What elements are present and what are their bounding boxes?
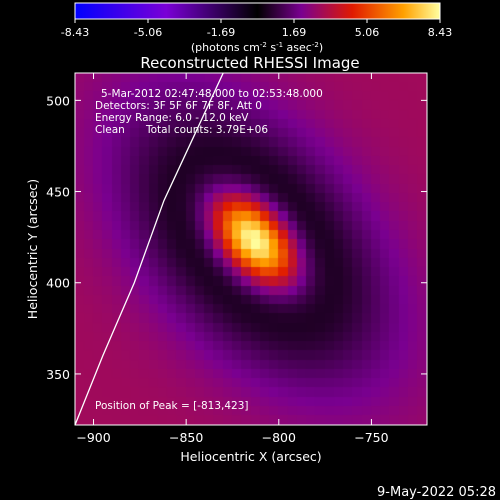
x-tick-label: −850 [169, 430, 203, 445]
plot-frame [74, 72, 428, 426]
chart-title: Reconstructed RHESSI Image [140, 54, 359, 72]
annotation-peak-position: Position of Peak = [-813,423] [95, 400, 249, 412]
x-axis-label: Heliocentric X (arcsec) [180, 449, 321, 464]
colorbar-tick-label: 8.43 [428, 26, 453, 39]
colorbar-tick-label: -5.06 [134, 26, 162, 39]
y-axis-ticks: 350 400 450 500 [46, 93, 427, 382]
colorbar: -8.43 -5.06 -1.69 1.69 5.06 8.43 (photons cm-… [61, 2, 452, 54]
annotations: 5-Mar-2012 02:47:48.000 to 02:53:48.000 … [95, 88, 323, 412]
colorbar-ticks: -8.43 -5.06 -1.69 1.69 5.06 8.43 [61, 19, 452, 39]
annotation-detectors: Detectors: 3F 5F 6F 7F 8F, Att 0 [95, 100, 262, 112]
colorbar-tick-label: -1.69 [207, 26, 235, 39]
y-tick-label: 400 [46, 276, 70, 291]
y-tick-label: 350 [46, 367, 70, 382]
annotation-time-range: 5-Mar-2012 02:47:48.000 to 02:53:48.000 [101, 88, 323, 100]
colorbar-units: (photons cm-2 s-1 asec-2) [191, 41, 323, 54]
x-axis-ticks: −900 −850 −800 −750 [76, 73, 389, 445]
heatmap-image [75, 73, 427, 425]
footer-date: 9-May-2022 05:28 [377, 485, 496, 500]
x-tick-label: −750 [354, 430, 388, 445]
plot-area: −900 −850 −800 −750 350 400 450 500 [46, 72, 428, 445]
annotation-clean: Clean [95, 124, 125, 136]
y-tick-label: 500 [46, 93, 70, 108]
x-tick-label: −800 [262, 430, 296, 445]
heatmap-image-container [75, 73, 427, 425]
annotation-total-counts: Total counts: 3.79E+06 [145, 124, 268, 136]
y-tick-label: 450 [46, 185, 70, 200]
colorbar-tick-label: 5.06 [355, 26, 380, 39]
annotation-energy: Energy Range: 6.0 - 12.0 keV [95, 112, 249, 124]
colorbar-strip [74, 2, 441, 20]
solar-limb-curve [74, 72, 224, 426]
y-axis-label: Heliocentric Y (arcsec) [25, 179, 40, 319]
x-tick-label: −900 [76, 430, 110, 445]
colorbar-tick-label: 1.69 [282, 26, 307, 39]
colorbar-tick-label: -8.43 [61, 26, 89, 39]
